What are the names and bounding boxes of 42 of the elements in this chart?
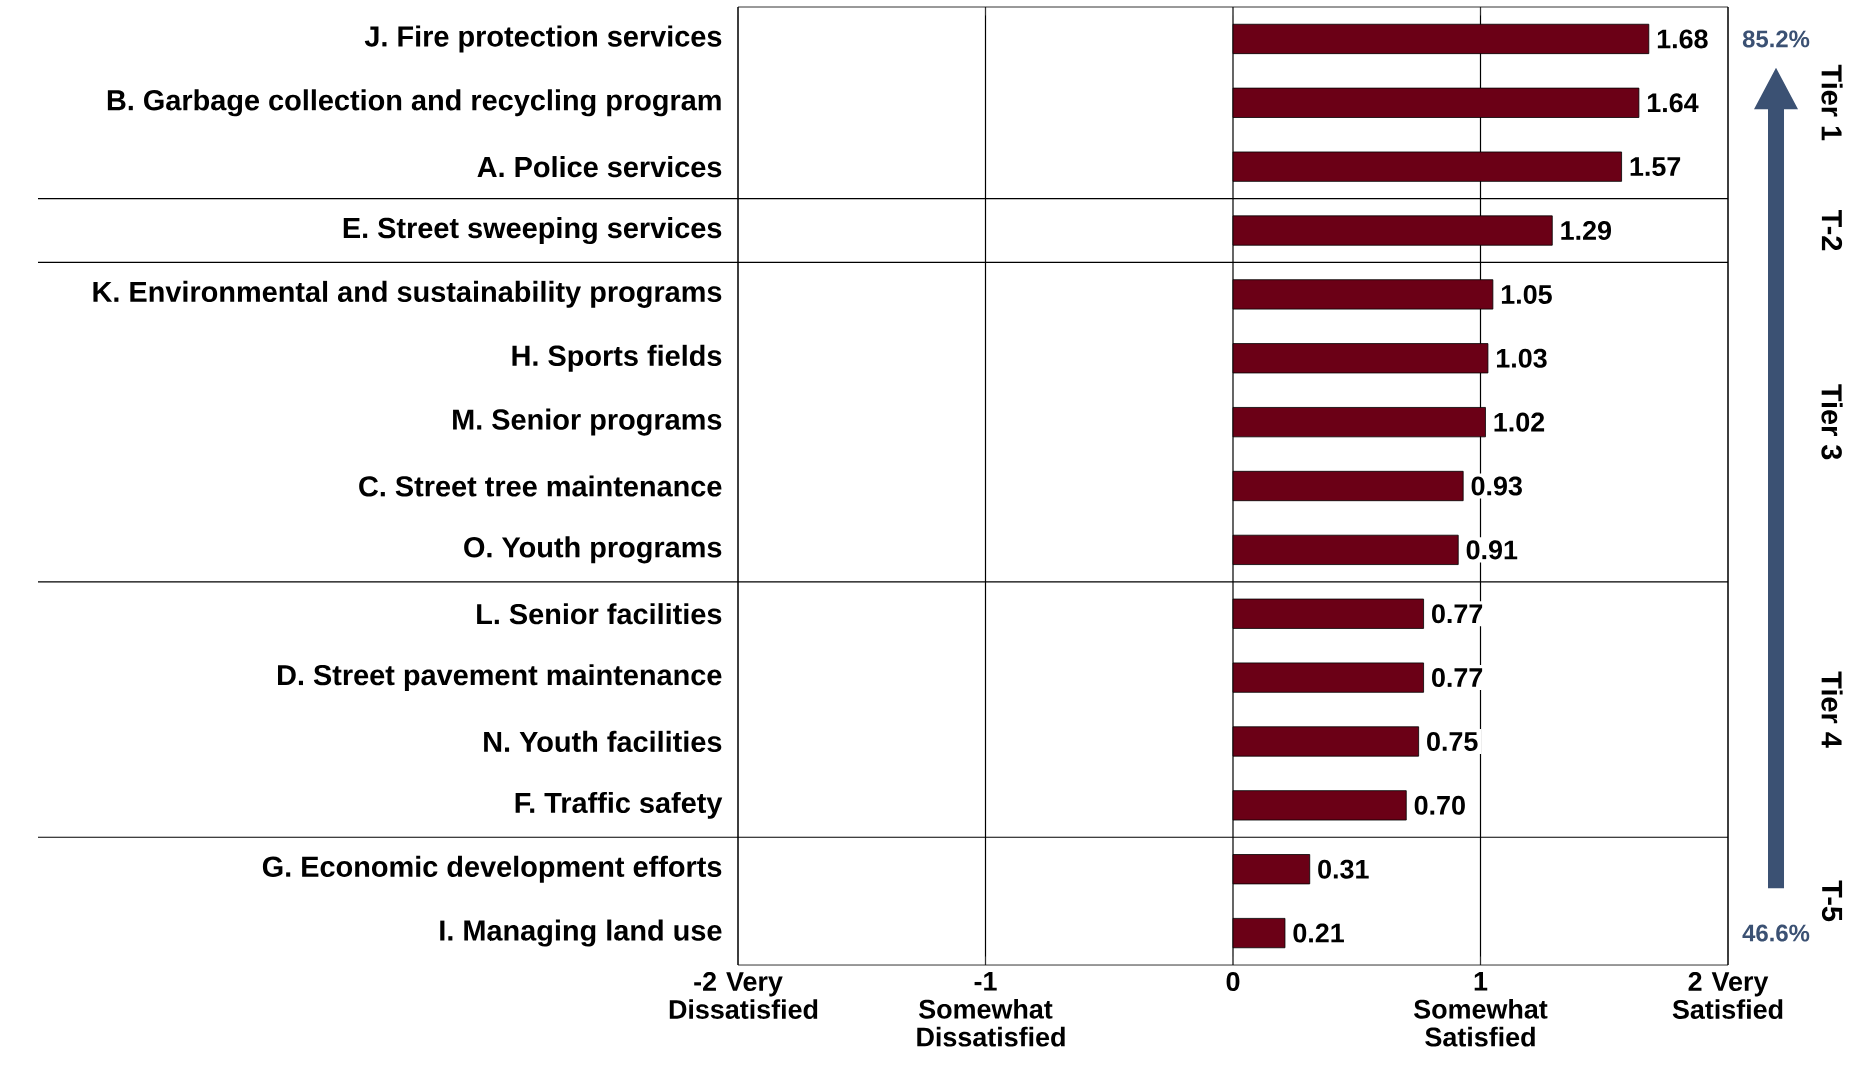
text: T-5 bbox=[1821, 880, 1843, 922]
data-label: 0.93 bbox=[1471, 476, 1522, 496]
data-label: 1.02 bbox=[1494, 412, 1545, 432]
data-label: 1.03 bbox=[1496, 348, 1547, 368]
text: Tier 1 bbox=[1821, 64, 1843, 141]
data-label: 0.77 bbox=[1432, 604, 1483, 624]
data-label: 0.31 bbox=[1318, 859, 1369, 879]
text: Tier 4 bbox=[1821, 671, 1843, 748]
x-tick-label: -2 Very Dissatisfied bbox=[669, 972, 818, 1019]
text: 85.2% bbox=[1742, 30, 1810, 48]
y-tick-label: J. Fire protection services bbox=[364, 25, 722, 53]
data-label: 0.77 bbox=[1432, 668, 1483, 688]
y-tick-label: D. Street pavement maintenance bbox=[278, 664, 722, 692]
data-label: 1.57 bbox=[1630, 157, 1681, 177]
data-label: 0.91 bbox=[1466, 540, 1518, 560]
text: T-2 bbox=[1821, 209, 1843, 251]
y-tick-label: B. Garbage collection and recycling program bbox=[107, 89, 721, 117]
data-label: 1.68 bbox=[1657, 29, 1708, 49]
y-tick-label: M. Senior programs bbox=[453, 408, 722, 436]
text: 46.6% bbox=[1742, 924, 1810, 942]
text: Tier 3 bbox=[1821, 384, 1843, 460]
y-tick-label: L. Senior facilities bbox=[477, 603, 722, 625]
y-tick-label: N. Youth facilities bbox=[484, 730, 722, 753]
x-tick-label: 2 Very Satisfied bbox=[1672, 972, 1783, 1019]
y-tick-label: A. Police services bbox=[477, 156, 722, 178]
y-tick-label: C. Street tree maintenance bbox=[359, 475, 722, 497]
y-tick-label: H. Sports fields bbox=[512, 344, 722, 372]
x-tick-label: 0 bbox=[1226, 972, 1240, 992]
x-tick-label: 1 Somewhat Satisfied bbox=[1414, 972, 1548, 1047]
data-label: 1.64 bbox=[1647, 93, 1699, 113]
data-label: 1.29 bbox=[1561, 221, 1612, 241]
y-tick-label: O. Youth programs bbox=[464, 536, 722, 564]
y-tick-label: E. Street sweeping services bbox=[343, 217, 722, 245]
y-tick-label: I. Managing land use bbox=[440, 919, 722, 947]
data-label: 0.21 bbox=[1293, 923, 1344, 943]
y-tick-label: K. Environmental and sustainability programs bbox=[93, 280, 722, 308]
data-label: 1.05 bbox=[1501, 284, 1552, 304]
y-tick-label: G. Economic development efforts bbox=[262, 855, 722, 883]
data-label: 0.70 bbox=[1414, 795, 1465, 815]
data-label: 0.75 bbox=[1427, 731, 1478, 751]
x-tick-label: -1 Somewhat Dissatisfied bbox=[917, 972, 1065, 1047]
y-tick-label: F. Traffic safety bbox=[515, 791, 723, 819]
